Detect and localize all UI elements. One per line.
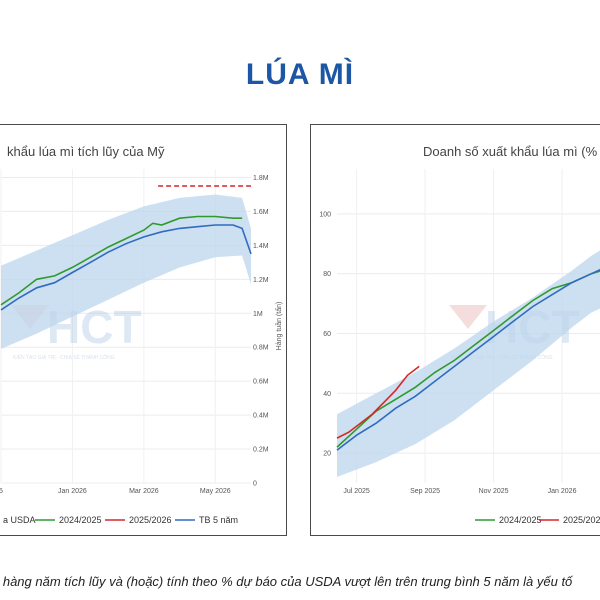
- cumulative-exports-chart-panel: khẩu lúa mì tích lũy của Mỹ HCT KIẾN TẠO …: [0, 124, 287, 536]
- y-tick-label: 60: [323, 331, 331, 338]
- x-tick-label: Jul 2025: [343, 488, 370, 495]
- legend-label: 2025/2026: [563, 515, 600, 525]
- y-tick-label: 1.2M: [253, 277, 269, 284]
- y-tick-label: 0: [253, 481, 257, 488]
- legend-label: TB 5 năm: [199, 515, 238, 525]
- series-line-tb-5-n-m: [0, 224, 252, 311]
- range-band: [1, 194, 251, 349]
- legend-label: 2025/2026: [129, 515, 172, 525]
- legend-label: a USDA: [3, 515, 36, 525]
- x-tick-label: 5: [0, 488, 3, 495]
- legend-label: 2024/2025: [499, 515, 542, 525]
- series-line-2024-2025: [336, 270, 600, 448]
- series-line-tb-5-n-m: [336, 268, 600, 451]
- y-tick-label: 1.6M: [253, 209, 269, 216]
- x-tick-label: May 2026: [200, 488, 231, 495]
- range-band: [337, 250, 600, 478]
- caption-text: u hàng năm tích lũy và (hoặc) tính theo …: [0, 574, 573, 589]
- series-line-2025-2026: [336, 365, 420, 439]
- y-tick-label: 0.6M: [253, 379, 269, 386]
- y-tick-label: 0.8M: [253, 345, 269, 352]
- y-tick-label: 100: [319, 211, 331, 218]
- y-tick-label: 1.8M: [253, 175, 269, 182]
- y-tick-label: 1.4M: [253, 243, 269, 250]
- watermark-icon: [449, 305, 487, 329]
- y-tick-label: 20: [323, 451, 331, 458]
- watermark-tagline: KIẾN TẠO GIÁ TRỊ - CHIA SẺ THÀNH CÔNG: [13, 354, 115, 361]
- x-tick-label: Mar 2026: [129, 488, 159, 495]
- x-tick-label: Nov 2025: [479, 488, 509, 495]
- chart-title: Doanh số xuất khẩu lúa mì (% c: [423, 144, 600, 159]
- page-title: LÚA MÌ: [245, 58, 355, 91]
- y-axis-label: Hàng tuần (tấn): [274, 302, 283, 351]
- y-tick-label: 40: [323, 391, 331, 398]
- x-tick-label: Jan 2026: [548, 488, 577, 495]
- y-tick-label: 0.2M: [253, 447, 269, 454]
- x-tick-label: Sep 2025: [410, 488, 440, 495]
- legend-label: 2024/2025: [59, 515, 102, 525]
- y-tick-label: 80: [323, 271, 331, 278]
- series-line-2024-2025: [0, 215, 243, 306]
- y-tick-label: 1M: [253, 311, 263, 318]
- chart-title: khẩu lúa mì tích lũy của Mỹ: [7, 144, 165, 159]
- x-tick-label: Jan 2026: [58, 488, 87, 495]
- y-tick-label: 0.4M: [253, 413, 269, 420]
